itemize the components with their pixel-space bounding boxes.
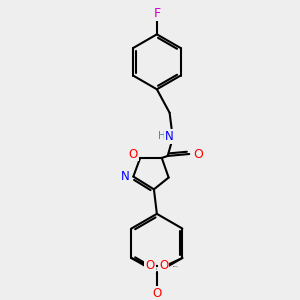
Text: methyl_r: methyl_r <box>172 265 178 267</box>
Text: F: F <box>153 7 161 20</box>
Text: O: O <box>146 259 154 272</box>
Text: O: O <box>152 287 161 300</box>
Text: N: N <box>165 130 174 143</box>
Text: O: O <box>129 148 138 160</box>
Text: H: H <box>158 131 166 141</box>
Text: O: O <box>193 148 203 160</box>
Text: N: N <box>121 170 130 183</box>
Text: O: O <box>159 259 168 272</box>
